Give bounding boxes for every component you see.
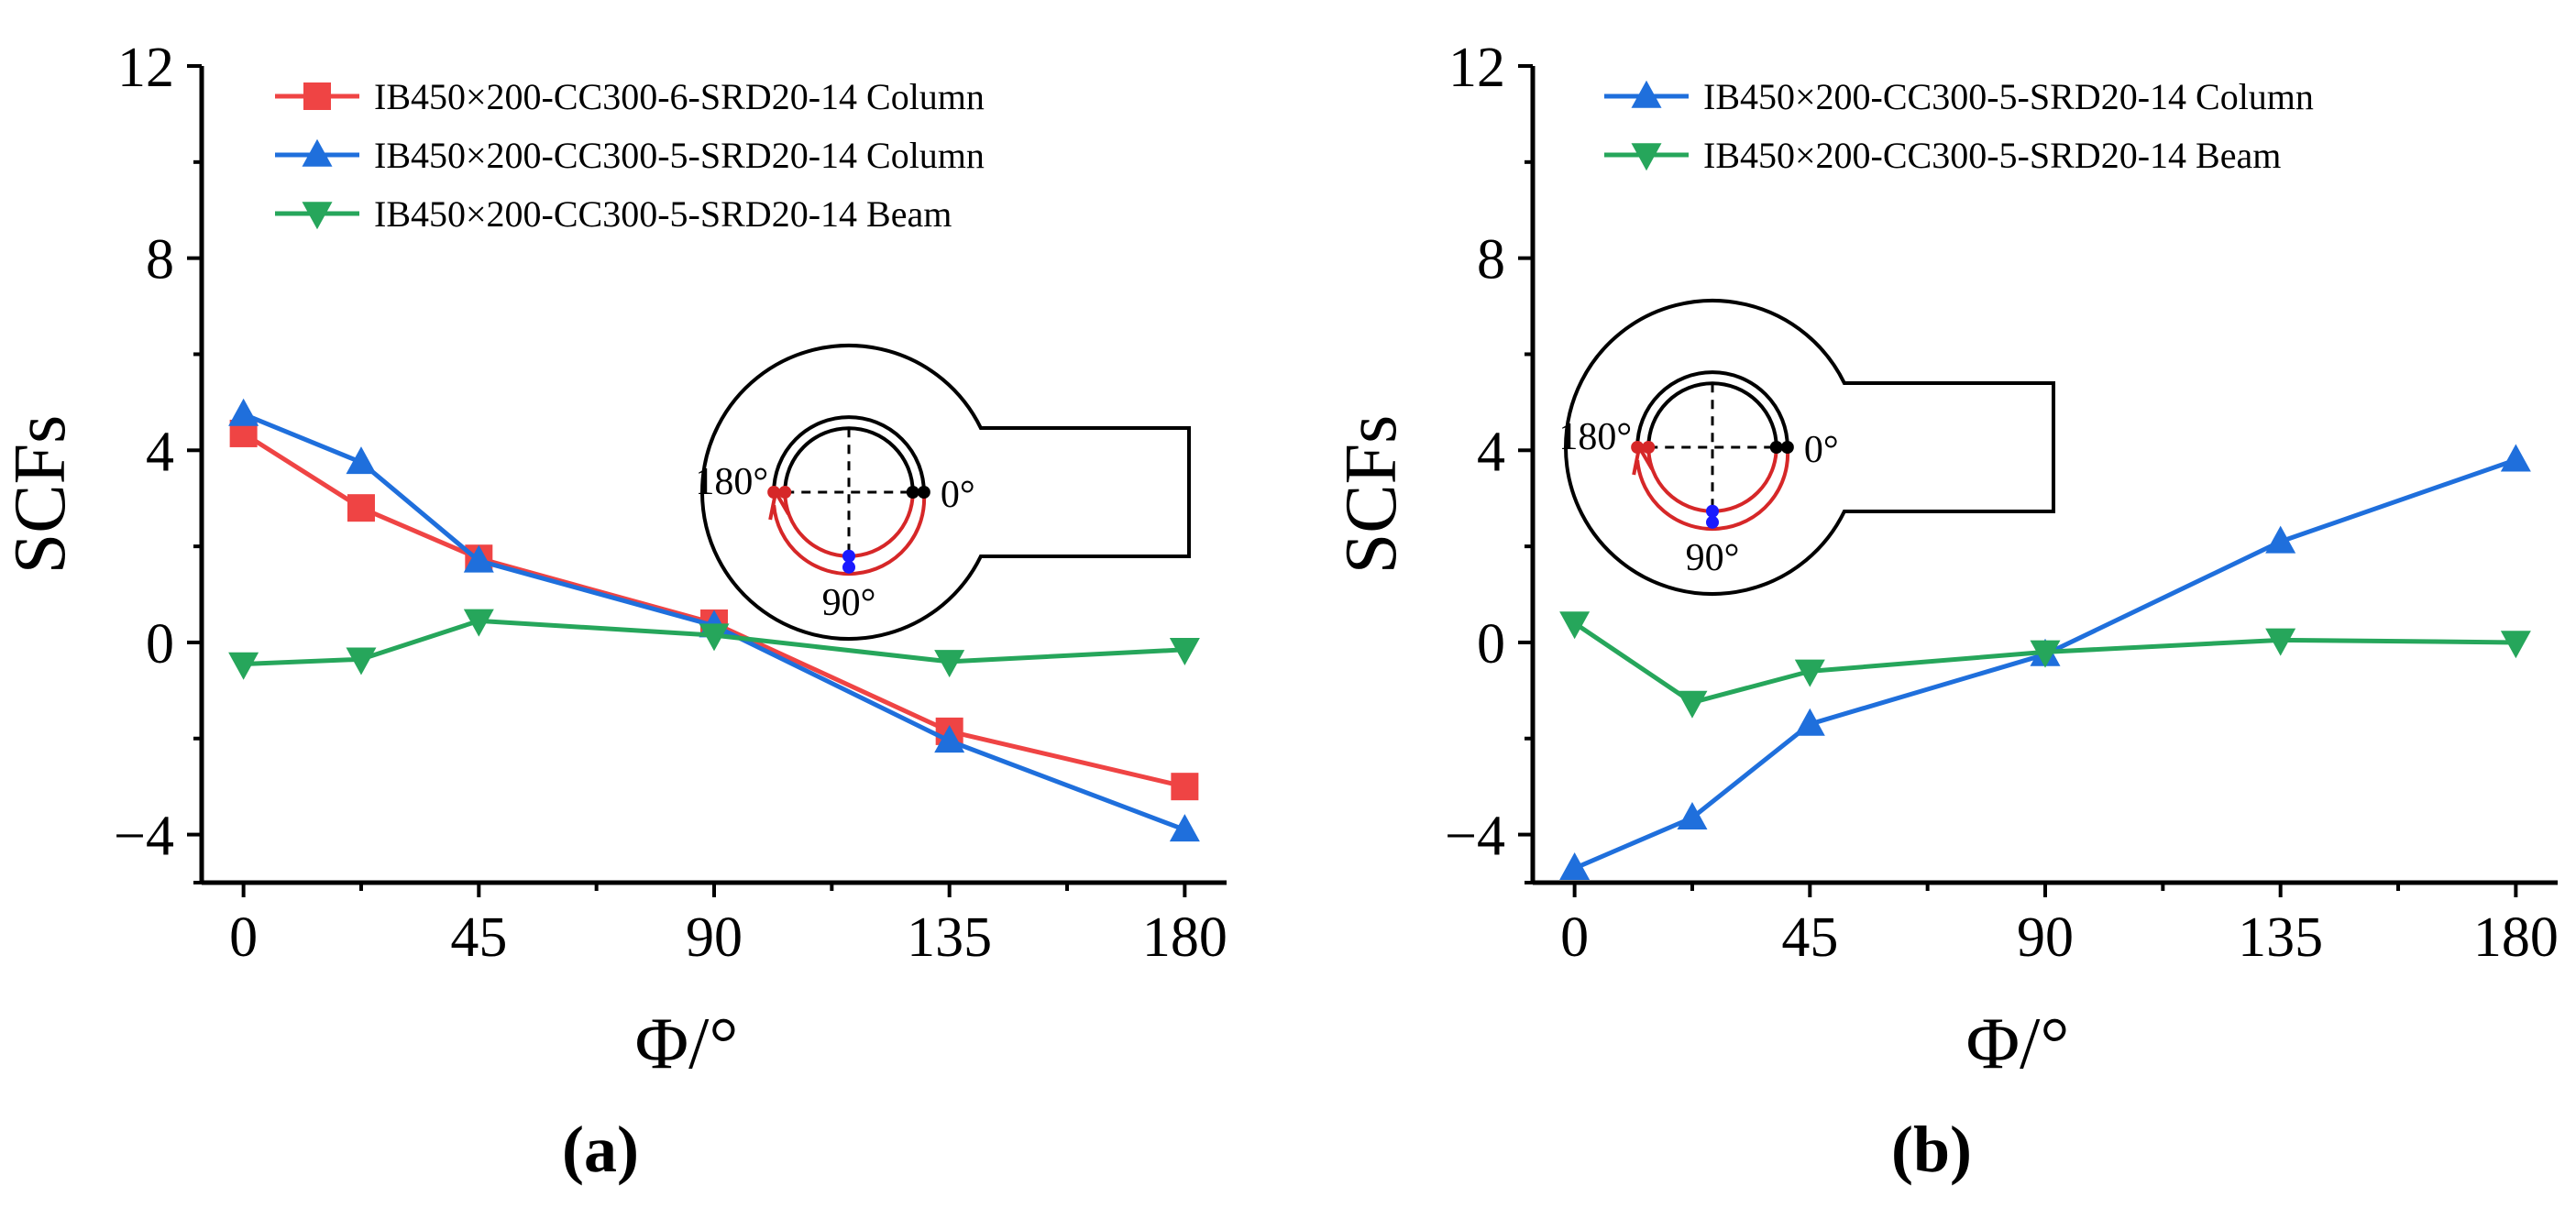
x-tick-label: 0 [1560,906,1589,969]
legend-label-1: IB450×200-CC300-5-SRD20-14 Column [374,135,985,176]
x-axis-title: Φ/° [635,1004,739,1084]
y-tick-label: 4 [146,421,174,483]
y-tick-label: −4 [1445,806,1505,868]
y-tick-label: 8 [146,229,174,291]
data-point-1-4 [934,725,965,753]
data-point-1-2 [1794,659,1825,687]
data-point-2-1 [346,647,377,675]
inset-label-90: 90° [822,582,876,624]
inset-point-0-outer [917,486,930,499]
data-point-2-4 [934,650,965,678]
data-point-0-1 [347,494,375,522]
inset-diagram-1: 0° 90° 180° [1558,299,2055,596]
legend-label-0: IB450×200-CC300-5-SRD20-14 Column [1703,76,2314,117]
data-point-0-1 [1677,801,1708,829]
legend-marker-2 [302,202,333,230]
panel-label: (b) [1891,1113,1972,1186]
series-line-2 [243,618,1185,667]
data-point-1-5 [2500,631,2531,659]
inset-inner-arc-outer [772,415,926,493]
data-point-0-4 [2265,525,2296,554]
chart-panel-a: −4 0 4 8 12 0 45 90 135 180 SCFs Φ/° 0° 90° 180° IB450×… [0,37,1227,1186]
inset-point-90 [842,549,855,563]
inset-point-90-outer [842,560,855,574]
inset-outline [1564,299,2055,596]
y-axis-title: SCFs [1331,415,1412,574]
x-tick-label: 180 [2473,906,2559,969]
inset-point-0 [1769,441,1783,454]
inset-point-180 [1642,441,1656,454]
legend-label-1: IB450×200-CC300-5-SRD20-14 Beam [1703,135,2281,176]
x-tick-label: 45 [450,906,507,969]
y-tick-label: 12 [1448,37,1505,99]
y-tick-label: 0 [1477,613,1505,675]
x-axis-title: Φ/° [1966,1004,2070,1084]
data-point-2-2 [463,609,494,637]
legend-marker-1 [1631,143,1662,171]
x-tick-label: 0 [229,906,258,969]
series-line-0 [242,431,1185,789]
legend-marker-1 [302,138,333,167]
inset-point-0 [906,486,919,499]
series-line-1 [1573,620,2516,705]
inset-point-180 [778,486,792,499]
data-point-0-5 [2500,444,2531,472]
chart-panel-b: −4 0 4 8 12 0 45 90 135 180 SCFs Φ/° 0° 90° 180° IB450×… [1331,37,2559,1186]
legend-marker-0 [303,82,331,110]
inset-label-180: 180° [695,461,768,503]
data-point-0-2 [1794,708,1825,736]
inset-label-0: 0° [1804,429,1839,471]
legend-label-0: IB450×200-CC300-6-SRD20-14 Column [374,76,985,117]
data-point-1-2 [463,544,494,573]
inset-red-arc-outer [1635,446,1790,532]
inset-outline [700,344,1191,641]
data-point-2-3 [699,623,730,652]
data-point-1-5 [1169,814,1200,842]
inset-point-90-outer [1706,515,1719,529]
inset-label-90: 90° [1686,537,1740,579]
x-tick-label: 45 [1781,906,1838,969]
inset-point-180-outer [1631,441,1645,454]
data-point-1-1 [346,446,377,475]
x-tick-label: 90 [686,906,743,969]
data-point-2-5 [1169,638,1200,666]
inset-diagram-0: 0° 90° 180° [695,344,1191,641]
y-tick-label: 4 [1477,421,1505,483]
data-point-0-5 [1171,773,1199,801]
x-tick-label: 90 [2017,906,2074,969]
data-point-1-3 [2030,640,2061,668]
y-tick-label: 8 [1477,229,1505,291]
data-point-1-0 [1559,611,1591,640]
data-point-1-0 [228,398,259,426]
inset-inner-arc-outer [1635,370,1789,448]
series-line-0 [1573,457,2517,871]
data-point-2-0 [228,652,259,680]
y-tick-label: 0 [146,613,174,675]
x-tick-label: 180 [1142,906,1227,969]
y-tick-label: −4 [114,806,174,868]
series-line-1 [242,412,1186,832]
x-tick-label: 135 [907,906,992,969]
inset-red-arc-outer [772,491,927,577]
panel-label: (a) [562,1113,639,1186]
data-point-1-1 [1677,690,1708,719]
legend-marker-0 [1631,80,1662,108]
data-point-1-4 [2265,628,2296,656]
x-tick-label: 135 [2238,906,2323,969]
inset-point-180-outer [767,486,781,499]
y-tick-label: 12 [117,37,174,99]
inset-label-180: 180° [1558,416,1632,458]
inset-point-90 [1706,504,1719,518]
y-axis-title: SCFs [0,415,81,574]
data-point-0-0 [1559,852,1591,881]
inset-point-0-outer [1780,441,1794,454]
legend-label-2: IB450×200-CC300-5-SRD20-14 Beam [374,193,952,235]
inset-label-0: 0° [941,474,975,516]
